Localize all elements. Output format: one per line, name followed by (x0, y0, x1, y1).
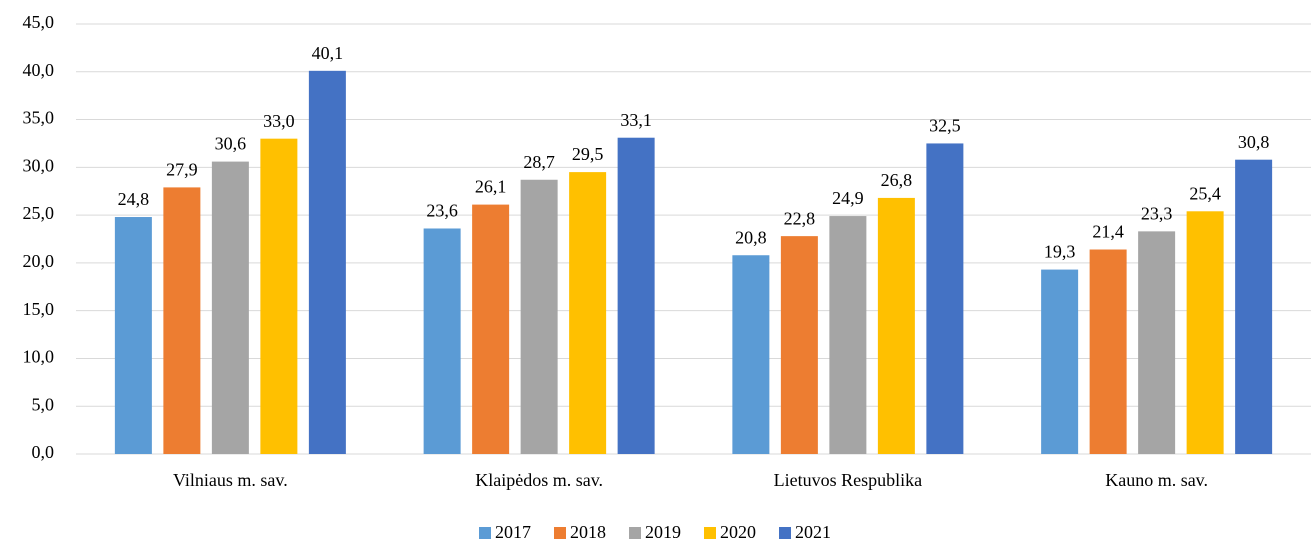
bar (163, 187, 201, 454)
bar (1089, 249, 1127, 454)
value-label: 25,4 (1189, 183, 1221, 203)
bar (260, 138, 298, 454)
legend-label: 2019 (645, 522, 681, 542)
legend-label: 2017 (495, 522, 531, 542)
bar (472, 204, 510, 454)
x-tick-label: Klaipėdos m. sav. (475, 470, 603, 490)
bar (423, 228, 461, 454)
value-label: 23,6 (426, 201, 458, 221)
value-label: 23,3 (1141, 203, 1173, 223)
value-label: 40,1 (312, 43, 344, 63)
legend-label: 2020 (720, 522, 756, 542)
value-label: 29,5 (572, 144, 604, 164)
value-label: 24,9 (832, 188, 864, 208)
value-label: 33,1 (620, 110, 652, 130)
legend-label: 2021 (795, 522, 831, 542)
bar (308, 70, 346, 455)
legend-label: 2018 (570, 522, 606, 542)
value-label: 21,4 (1092, 222, 1124, 242)
y-tick-label: 35,0 (23, 108, 55, 128)
legend-swatch (479, 527, 491, 539)
bar (1138, 231, 1176, 454)
bar (1235, 159, 1273, 454)
legend-swatch (629, 527, 641, 539)
bar (569, 172, 607, 454)
value-label: 26,1 (475, 177, 507, 197)
bar (1186, 211, 1224, 454)
y-tick-label: 20,0 (23, 251, 55, 271)
bar (780, 236, 818, 454)
bar (520, 179, 558, 454)
value-label: 19,3 (1044, 242, 1076, 262)
value-label: 22,8 (784, 208, 816, 228)
y-tick-label: 30,0 (23, 155, 55, 175)
value-label: 27,9 (166, 160, 198, 180)
bar (617, 137, 655, 454)
y-tick-label: 45,0 (23, 12, 55, 32)
value-label: 26,8 (881, 170, 913, 190)
bar (926, 143, 964, 454)
value-label: 30,8 (1238, 132, 1270, 152)
bar (829, 216, 867, 454)
y-tick-label: 0,0 (32, 442, 55, 462)
x-tick-label: Vilniaus m. sav. (173, 470, 288, 490)
y-tick-label: 15,0 (23, 299, 55, 319)
y-tick-label: 10,0 (23, 347, 55, 367)
y-tick-label: 40,0 (23, 60, 55, 80)
value-label: 33,0 (263, 111, 295, 131)
bar (732, 255, 770, 454)
legend-swatch (704, 527, 716, 539)
value-label: 20,8 (735, 227, 767, 247)
x-tick-label: Kauno m. sav. (1105, 470, 1208, 490)
bar (877, 197, 915, 454)
legend-swatch (779, 527, 791, 539)
value-label: 24,8 (118, 189, 150, 209)
bar (1041, 269, 1079, 454)
value-label: 30,6 (215, 134, 247, 154)
value-label: 28,7 (523, 152, 555, 172)
y-tick-label: 25,0 (23, 203, 55, 223)
x-tick-label: Lietuvos Respublika (774, 470, 922, 490)
value-label: 32,5 (929, 116, 961, 136)
bar (211, 161, 249, 454)
legend-swatch (554, 527, 566, 539)
bar (114, 217, 152, 454)
y-tick-label: 5,0 (32, 394, 55, 414)
